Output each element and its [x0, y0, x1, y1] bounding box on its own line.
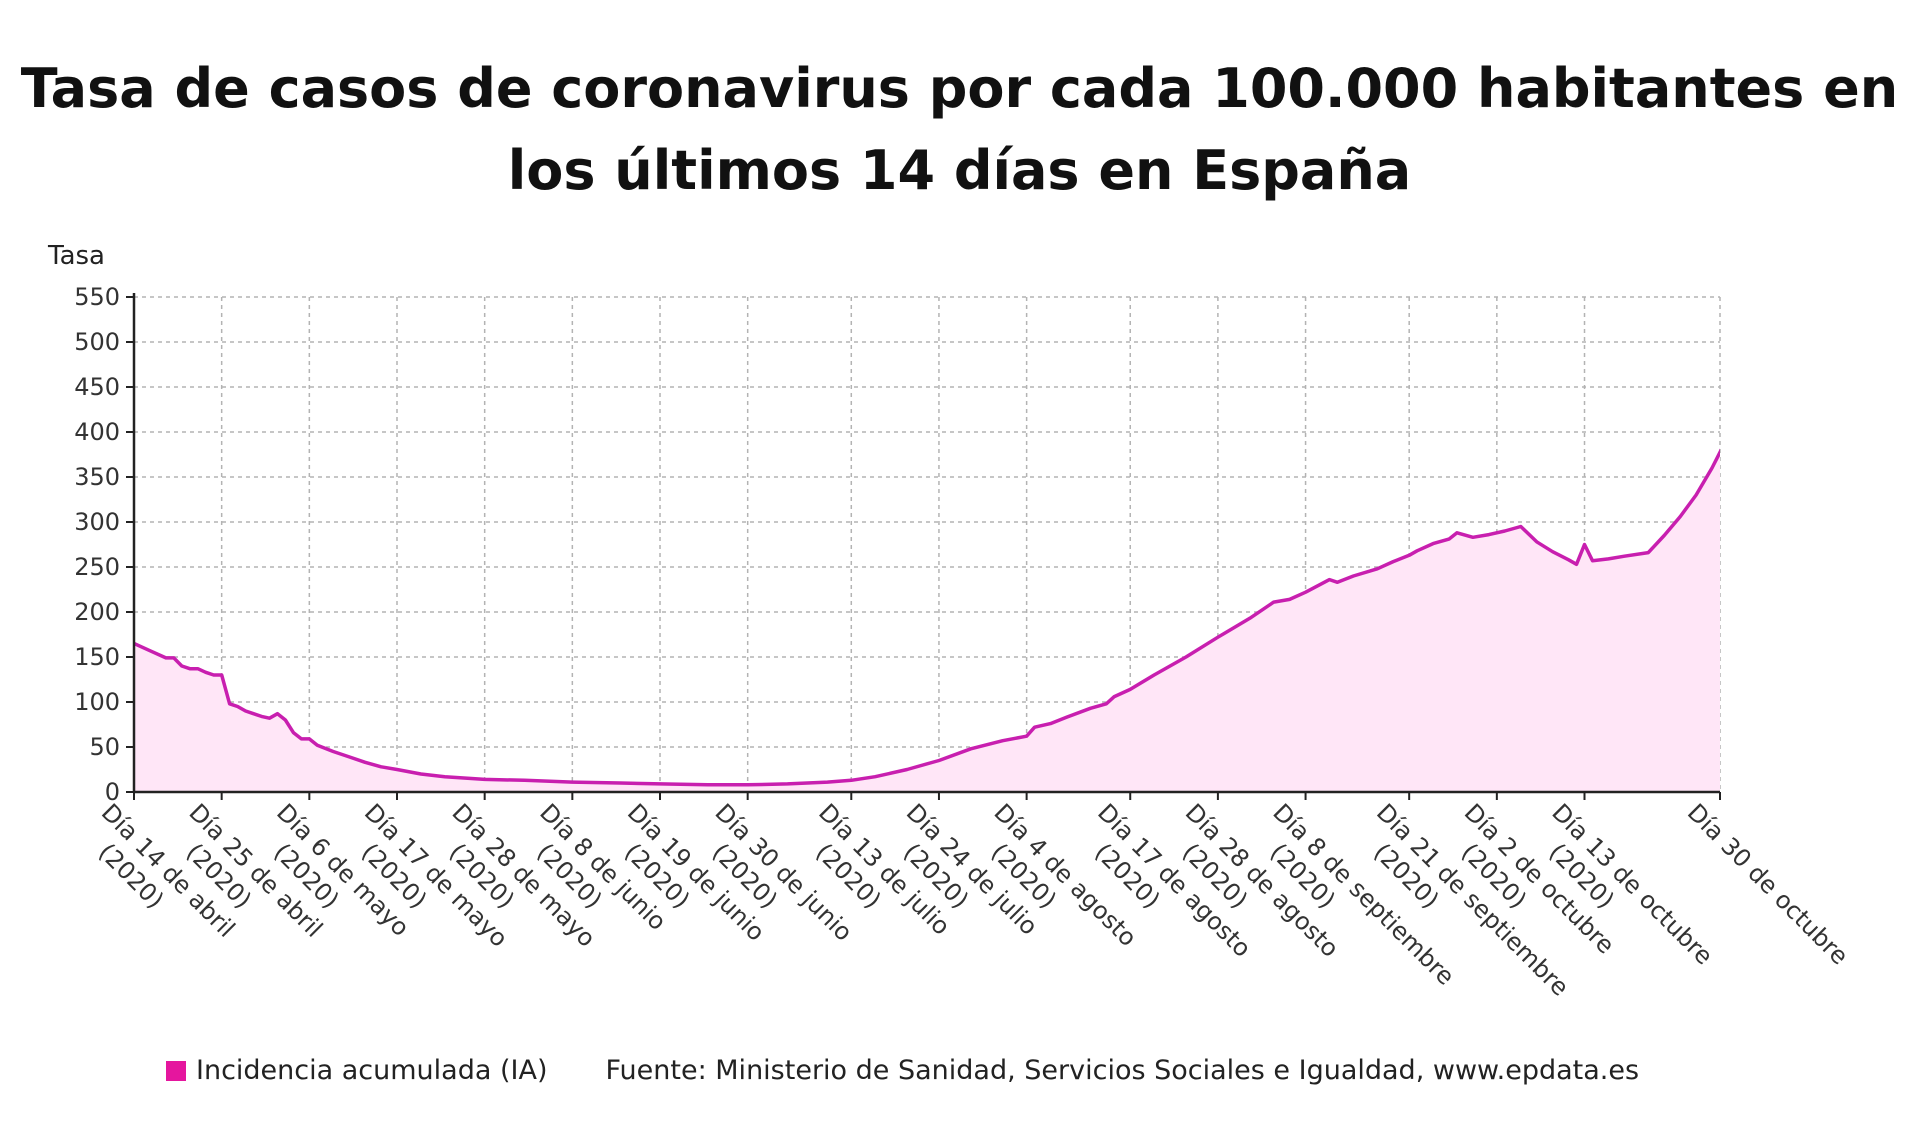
x-tick-labels: Día 14 de abril(2020) Día 25 de abril(202…: [93, 798, 1854, 1001]
y-tick-label: 150: [74, 643, 120, 671]
y-tick-label: 400: [74, 418, 120, 446]
y-tick-label: 300: [74, 508, 120, 536]
legend-swatch: [166, 1060, 186, 1081]
axis-layer: [126, 293, 1721, 800]
y-tick-label: 0: [105, 778, 120, 806]
y-tick-label: 250: [74, 553, 120, 581]
chart-title: Tasa de casos de coronavirus por cada 10…: [20, 57, 1899, 202]
y-tick-label: 500: [74, 328, 120, 356]
y-tick-label: 50: [89, 733, 120, 761]
y-axis-title: Tasa: [47, 241, 105, 271]
grid-layer: [133, 296, 1721, 792]
y-tick-label: 200: [74, 598, 120, 626]
y-tick-label: 100: [74, 688, 120, 716]
y-tick-label: 350: [74, 463, 120, 491]
area-fill: [134, 452, 1720, 792]
y-tick-labels: 0 50 100 150 200 250 300 350 400 450 500 550: [74, 283, 120, 806]
legend: Incidencia acumulada (IA) Fuente: Minist…: [166, 1055, 1639, 1086]
series-line: [134, 448, 1720, 787]
y-tick-label: 450: [74, 373, 120, 401]
area-layer: [134, 448, 1720, 792]
source-note: Fuente: Ministerio de Sanidad, Servicios…: [605, 1055, 1640, 1086]
y-tick-label: 550: [74, 283, 120, 311]
legend-label: Incidencia acumulada (IA): [196, 1055, 548, 1086]
